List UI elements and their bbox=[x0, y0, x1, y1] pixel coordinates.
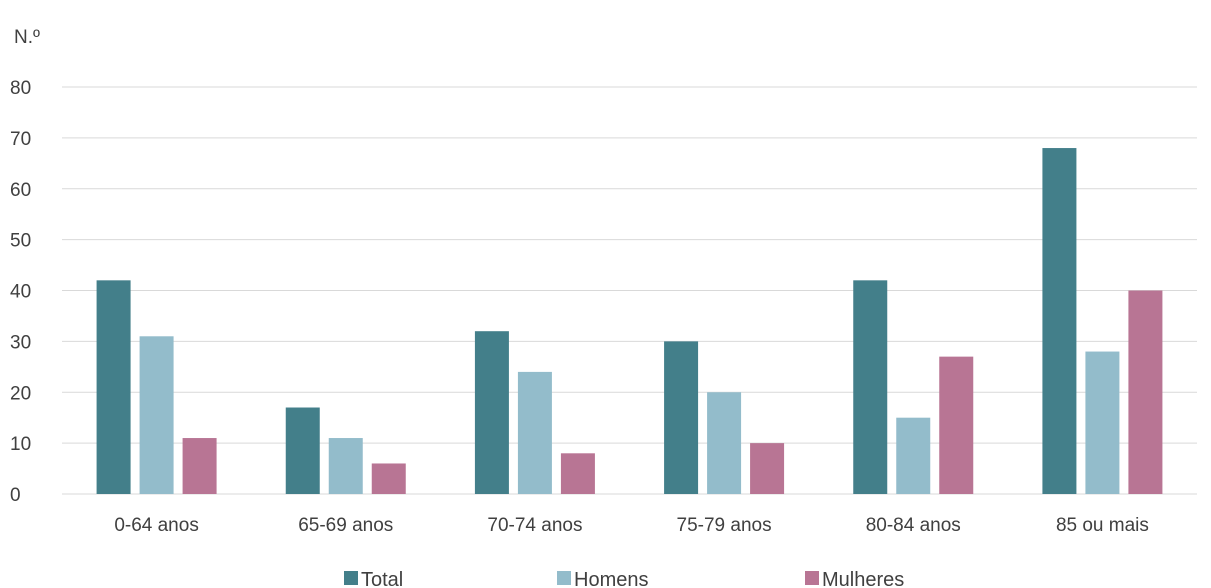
y-tick-label: 70 bbox=[10, 129, 31, 150]
bar-total-2 bbox=[474, 331, 509, 494]
legend-label-homens: Homens bbox=[574, 569, 648, 588]
legend-swatch-homens bbox=[557, 571, 571, 585]
y-tick-label: 80 bbox=[10, 78, 31, 99]
bar-mulheres-5 bbox=[1128, 290, 1163, 494]
gridlines bbox=[62, 86, 1197, 495]
y-tick-label: 50 bbox=[10, 231, 31, 252]
bar-homens-5 bbox=[1085, 351, 1120, 494]
x-category-label: 0-64 anos bbox=[114, 515, 199, 536]
y-tick-label: 40 bbox=[10, 282, 31, 303]
bar-total-1 bbox=[285, 407, 320, 494]
y-tick-label: 20 bbox=[10, 383, 31, 404]
legend-label-total: Total bbox=[361, 569, 403, 588]
legend-swatch-total bbox=[344, 571, 358, 585]
y-tick-label: 30 bbox=[10, 332, 31, 353]
x-category-label: 75-79 anos bbox=[677, 515, 772, 536]
y-tick-label: 60 bbox=[10, 180, 31, 201]
x-category-label: 80-84 anos bbox=[866, 515, 961, 536]
bar-total-3 bbox=[664, 341, 699, 494]
bar-mulheres-3 bbox=[750, 443, 785, 494]
bar-homens-2 bbox=[517, 371, 552, 494]
bar-mulheres-2 bbox=[560, 453, 595, 494]
bar-mulheres-0 bbox=[182, 438, 217, 494]
bars bbox=[96, 148, 1163, 495]
bar-total-0 bbox=[96, 280, 131, 494]
x-category-label: 65-69 anos bbox=[298, 515, 393, 536]
y-axis-unit-label: N.º bbox=[14, 27, 40, 48]
y-tick-label: 0 bbox=[10, 485, 21, 506]
y-axis-ticks: 0 10 20 30 40 50 60 70 80 bbox=[10, 78, 31, 506]
legend-swatch-mulheres bbox=[805, 571, 819, 585]
x-category-label: 70-74 anos bbox=[487, 515, 582, 536]
legend: Total Homens Mulheres bbox=[344, 569, 904, 588]
legend-label-mulheres: Mulheres bbox=[822, 569, 904, 588]
x-category-label: 85 ou mais bbox=[1056, 515, 1149, 536]
bar-homens-4 bbox=[896, 417, 931, 494]
bar-total-4 bbox=[853, 280, 888, 494]
y-tick-label: 10 bbox=[10, 434, 31, 455]
bar-homens-3 bbox=[707, 392, 742, 494]
bar-mulheres-1 bbox=[371, 463, 406, 494]
bar-homens-0 bbox=[139, 336, 174, 494]
x-axis-labels: 0-64 anos 65-69 anos 70-74 anos 75-79 anos 8… bbox=[114, 515, 1149, 536]
bar-total-5 bbox=[1042, 148, 1077, 495]
bar-homens-1 bbox=[328, 438, 363, 494]
bar-mulheres-4 bbox=[939, 356, 974, 494]
